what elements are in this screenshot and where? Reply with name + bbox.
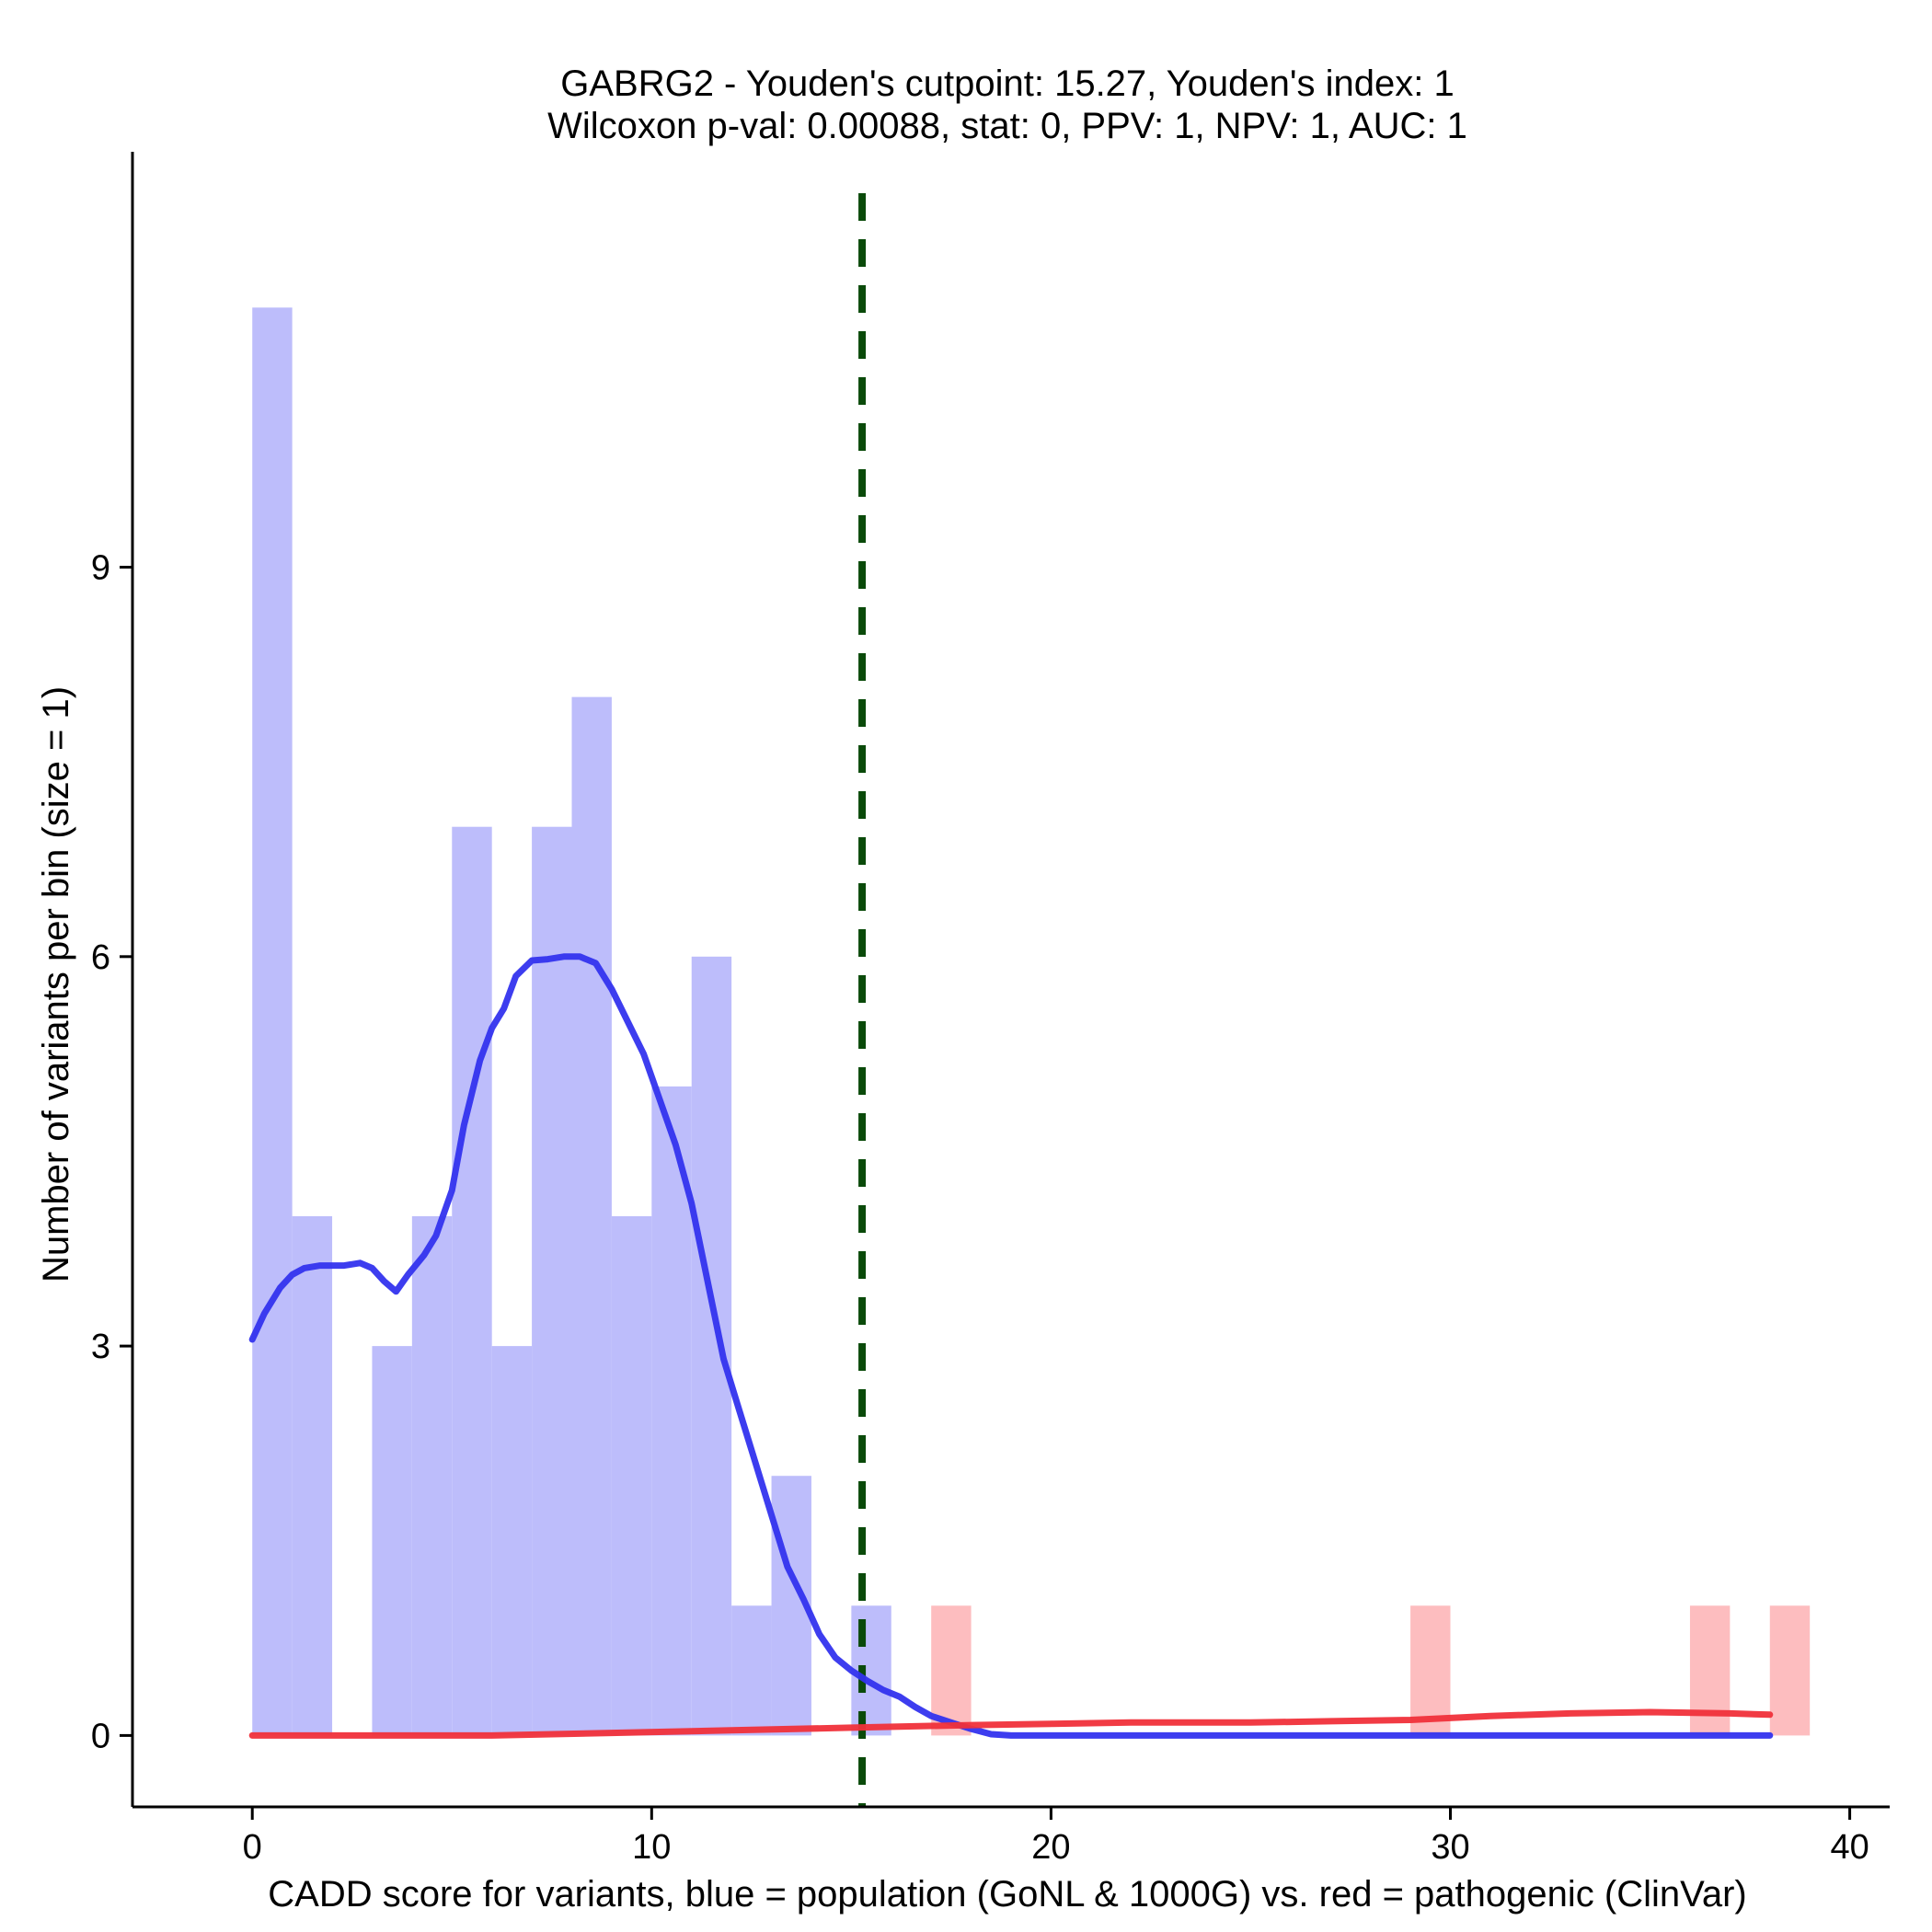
y-tick-label: 6 <box>91 938 110 977</box>
y-axis-ticks: 0 3 6 9 <box>91 549 132 1755</box>
density-curves <box>248 953 1774 1739</box>
population-bar <box>651 1086 692 1736</box>
pathogenic-bar <box>1769 1605 1811 1736</box>
x-tick-label: 20 <box>1031 1828 1070 1867</box>
population-bar <box>292 1216 333 1736</box>
population-bar <box>611 1216 652 1736</box>
population-bar <box>731 1605 772 1736</box>
population-bar <box>491 1346 533 1736</box>
x-tick-label: 0 <box>243 1828 262 1867</box>
population-bar <box>252 307 293 1736</box>
pathogenic-density-curve <box>248 1708 1774 1739</box>
y-tick-label: 9 <box>91 549 110 588</box>
x-tick-label: 30 <box>1431 1828 1469 1867</box>
population-bar <box>411 1216 453 1736</box>
population-bar <box>571 696 612 1736</box>
y-tick-label: 0 <box>91 1717 110 1755</box>
pathogenic-bar <box>931 1605 972 1736</box>
population-bar <box>691 956 732 1736</box>
population-bars <box>252 307 891 1736</box>
population-bar <box>372 1346 412 1736</box>
x-axis-ticks: 0 10 20 30 40 <box>243 1807 1869 1867</box>
y-axis-label: Number of variants per bin (size = 1) <box>36 686 76 1282</box>
y-tick-label: 3 <box>91 1328 110 1366</box>
x-tick-label: 10 <box>632 1828 671 1867</box>
population-bar <box>851 1605 891 1736</box>
pathogenic-bar <box>1410 1605 1451 1736</box>
population-density-curve <box>248 953 1774 1739</box>
x-tick-label: 40 <box>1830 1828 1869 1867</box>
population-bar <box>532 826 572 1736</box>
x-axis-label: CADD score for variants, blue = populati… <box>268 1874 1746 1915</box>
population-bar <box>452 826 492 1736</box>
chart-subtitle: Wilcoxon p-val: 0.00088, stat: 0, PPV: 1… <box>547 106 1467 146</box>
pathogenic-bars <box>931 1605 1811 1736</box>
chart-title: GABRG2 - Youden's cutpoint: 15.27, Youde… <box>560 63 1455 104</box>
